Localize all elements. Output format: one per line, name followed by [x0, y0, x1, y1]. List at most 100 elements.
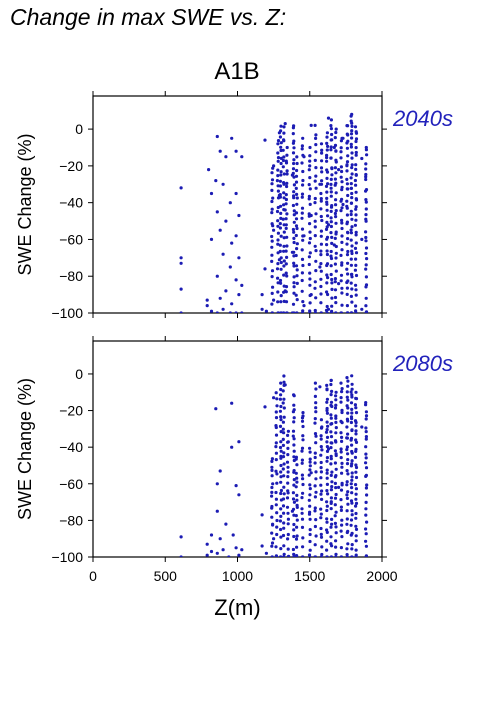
data-point: [353, 125, 358, 129]
data-point: [314, 490, 318, 494]
data-point: [354, 207, 358, 211]
data-point: [340, 180, 344, 184]
data-point: [275, 179, 279, 183]
data-point: [346, 261, 350, 265]
data-point: [300, 278, 304, 283]
data-point: [354, 470, 358, 474]
data-point: [354, 411, 359, 415]
data-point: [354, 406, 358, 410]
data-point: [314, 150, 318, 154]
data-point: [308, 487, 312, 491]
data-point: [349, 142, 353, 146]
data-point: [292, 500, 296, 504]
data-point: [279, 161, 283, 166]
data-point: [345, 404, 349, 408]
data-point: [179, 311, 183, 313]
data-point: [292, 146, 296, 150]
data-point: [319, 453, 323, 457]
data-point: [325, 148, 329, 152]
data-point: [354, 516, 358, 520]
data-point: [282, 155, 286, 159]
data-point: [295, 555, 299, 557]
data-point: [364, 246, 369, 250]
data-point: [295, 480, 299, 484]
data-point: [364, 235, 368, 240]
data-point: [345, 146, 349, 150]
data-point: [292, 261, 296, 265]
data-point: [279, 141, 283, 145]
data-point: [354, 167, 358, 171]
data-point: [364, 217, 368, 221]
data-point: [301, 153, 305, 157]
data-point: [365, 153, 369, 157]
data-point: [325, 449, 330, 453]
data-point: [333, 481, 337, 485]
data-point: [276, 311, 280, 313]
data-point: [279, 527, 283, 532]
data-point: [284, 226, 288, 230]
data-point: [314, 174, 318, 178]
data-point: [325, 262, 330, 266]
data-point: [350, 166, 354, 170]
data-point: [350, 300, 354, 304]
data-point: [354, 527, 359, 532]
data-point: [325, 290, 329, 294]
data-point: [324, 184, 329, 188]
data-point: [320, 151, 324, 155]
data-point: [334, 414, 338, 418]
data-point: [286, 547, 290, 551]
data-point: [325, 387, 329, 391]
data-point: [364, 486, 368, 490]
data-point: [334, 390, 338, 394]
data-point: [301, 136, 305, 140]
data-point: [339, 175, 343, 179]
data-point: [354, 497, 358, 501]
data-point: [333, 439, 338, 443]
data-point: [319, 182, 324, 186]
data-point: [291, 434, 295, 438]
data-point: [295, 525, 299, 529]
data-point: [334, 545, 338, 549]
data-point: [350, 459, 354, 463]
data-point: [329, 264, 333, 268]
data-point: [285, 244, 289, 248]
data-point: [278, 519, 282, 523]
data-point: [286, 511, 290, 515]
data-point: [333, 514, 337, 518]
data-point: [300, 449, 304, 453]
data-point: [279, 281, 283, 285]
data-point: [340, 481, 344, 485]
data-point: [350, 156, 354, 160]
data-point: [308, 251, 312, 255]
data-point: [339, 508, 343, 512]
data-point: [313, 455, 317, 460]
data-point: [350, 196, 354, 200]
data-point: [349, 182, 353, 186]
data-point: [319, 526, 323, 531]
data-point: [329, 462, 333, 466]
data-point: [326, 182, 330, 186]
data-point: [295, 503, 299, 507]
data-point: [319, 311, 323, 313]
data-point: [325, 176, 329, 180]
data-point: [334, 486, 338, 490]
data-point: [274, 451, 278, 455]
data-point: [291, 167, 296, 171]
data-point: [339, 555, 344, 557]
data-point: [346, 529, 350, 533]
x-tick-label: 500: [154, 568, 178, 584]
data-point: [307, 214, 311, 218]
data-point: [313, 311, 318, 313]
data-point: [307, 255, 311, 259]
data-point: [276, 242, 280, 246]
data-point: [349, 272, 354, 277]
data-point: [314, 186, 318, 190]
data-point: [282, 555, 286, 557]
data-point: [292, 158, 296, 162]
data-point: [309, 123, 313, 127]
data-point: [264, 309, 268, 313]
data-point: [292, 552, 296, 557]
data-point: [282, 406, 286, 410]
data-point: [231, 533, 235, 537]
data-point: [227, 555, 231, 557]
